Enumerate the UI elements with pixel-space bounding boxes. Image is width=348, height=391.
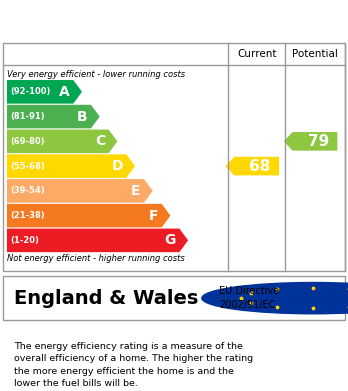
Text: Energy Efficiency Rating: Energy Efficiency Rating <box>14 11 261 30</box>
Text: 2002/91/EC: 2002/91/EC <box>219 300 276 310</box>
Text: 79: 79 <box>308 134 329 149</box>
Polygon shape <box>7 105 100 128</box>
Polygon shape <box>7 129 117 153</box>
Text: (81-91): (81-91) <box>10 112 45 121</box>
Text: B: B <box>77 109 87 124</box>
Polygon shape <box>7 204 171 228</box>
Text: 68: 68 <box>250 159 271 174</box>
Text: (55-68): (55-68) <box>10 161 45 170</box>
Polygon shape <box>7 154 135 178</box>
Polygon shape <box>7 80 82 104</box>
Text: A: A <box>59 85 70 99</box>
Text: The energy efficiency rating is a measure of the
overall efficiency of a home. T: The energy efficiency rating is a measur… <box>14 342 253 388</box>
Text: (21-38): (21-38) <box>10 211 45 220</box>
Text: Potential: Potential <box>292 49 338 59</box>
Text: Current: Current <box>237 49 276 59</box>
Polygon shape <box>284 132 337 151</box>
Text: (1-20): (1-20) <box>10 236 39 245</box>
Text: (39-54): (39-54) <box>10 187 45 196</box>
Text: Very energy efficient - lower running costs: Very energy efficient - lower running co… <box>7 70 185 79</box>
Text: E: E <box>131 184 141 198</box>
Polygon shape <box>226 157 279 176</box>
Polygon shape <box>7 179 153 203</box>
Text: England & Wales: England & Wales <box>14 289 198 308</box>
Text: D: D <box>111 159 123 173</box>
Text: C: C <box>95 135 105 148</box>
Text: Not energy efficient - higher running costs: Not energy efficient - higher running co… <box>7 254 185 263</box>
Text: (69-80): (69-80) <box>10 137 45 146</box>
Circle shape <box>202 282 348 314</box>
Text: (92-100): (92-100) <box>10 87 51 96</box>
Text: EU Directive: EU Directive <box>219 286 279 296</box>
Polygon shape <box>7 229 188 252</box>
Text: F: F <box>149 209 158 222</box>
Text: G: G <box>165 233 176 248</box>
